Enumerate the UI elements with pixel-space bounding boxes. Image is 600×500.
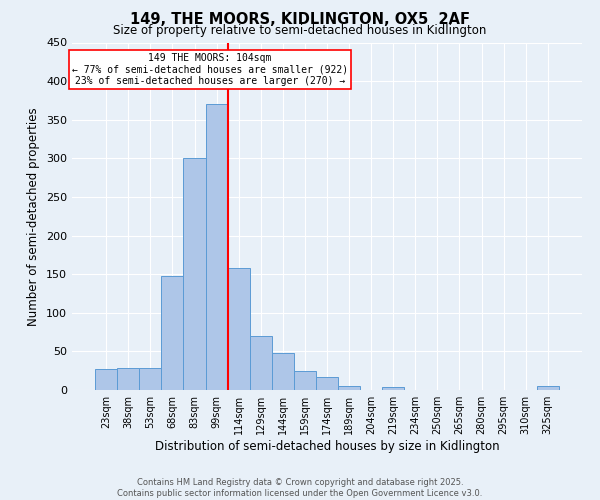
Bar <box>95 369 117 390</box>
Text: Contains HM Land Registry data © Crown copyright and database right 2025.
Contai: Contains HM Land Registry data © Crown c… <box>118 478 482 498</box>
Bar <box>206 104 227 390</box>
Bar <box>294 370 316 390</box>
Text: 149, THE MOORS, KIDLINGTON, OX5  2AF: 149, THE MOORS, KIDLINGTON, OX5 2AF <box>130 12 470 28</box>
Y-axis label: Number of semi-detached properties: Number of semi-detached properties <box>28 107 40 326</box>
Bar <box>316 377 338 390</box>
Bar <box>537 386 559 390</box>
Bar <box>184 158 206 390</box>
Bar <box>161 276 184 390</box>
Text: Size of property relative to semi-detached houses in Kidlington: Size of property relative to semi-detach… <box>113 24 487 37</box>
X-axis label: Distribution of semi-detached houses by size in Kidlington: Distribution of semi-detached houses by … <box>155 440 499 453</box>
Bar <box>382 387 404 390</box>
Bar <box>139 368 161 390</box>
Bar <box>227 268 250 390</box>
Bar <box>117 368 139 390</box>
Text: 149 THE MOORS: 104sqm
← 77% of semi-detached houses are smaller (922)
23% of sem: 149 THE MOORS: 104sqm ← 77% of semi-deta… <box>71 53 348 86</box>
Bar <box>338 386 360 390</box>
Bar <box>272 353 294 390</box>
Bar <box>250 336 272 390</box>
